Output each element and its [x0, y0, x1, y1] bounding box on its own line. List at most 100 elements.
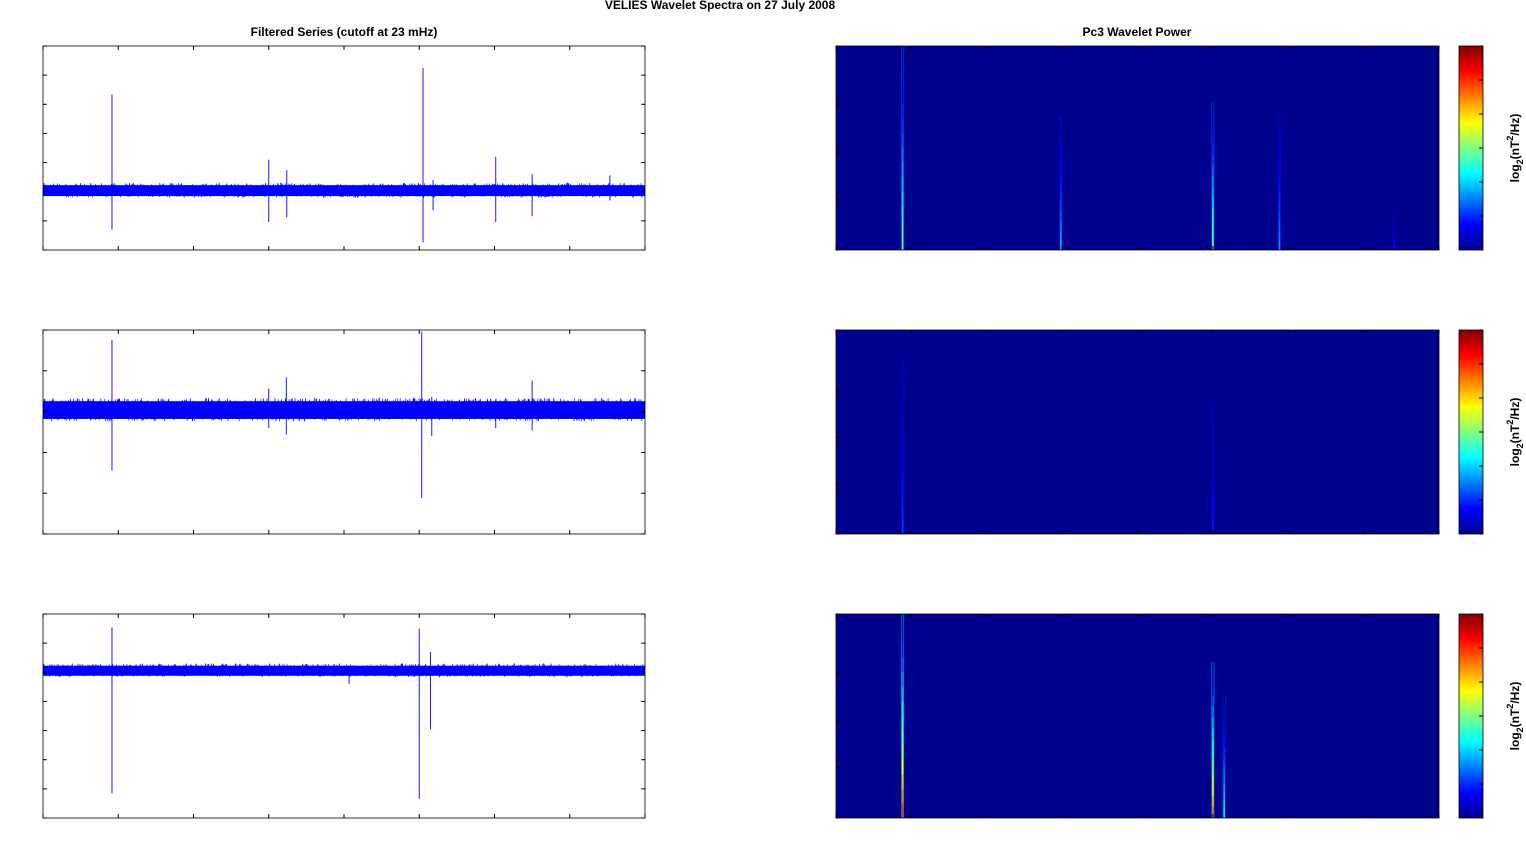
- power-event-cell: [1212, 239, 1214, 251]
- power-event-cell: [1278, 163, 1281, 174]
- figure-title: VELIES Wavelet Spectra on 27 July 2008: [605, 0, 836, 12]
- power-event-cell: [901, 657, 904, 673]
- power-event-cell: [901, 360, 904, 375]
- power-event-cell: [1278, 192, 1281, 203]
- noise-core: [43, 185, 645, 197]
- power-event-cell: [1223, 747, 1225, 757]
- power-event-cell: [1060, 201, 1062, 212]
- power-event-cell: [1278, 230, 1281, 241]
- power-event-cell: [1212, 806, 1214, 819]
- power-event-cell: [901, 220, 904, 236]
- power-event-cell: [1212, 728, 1214, 741]
- noise-core: [43, 401, 645, 419]
- power-event-cell: [1392, 244, 1395, 248]
- power-event-cell: [1392, 238, 1395, 242]
- power-event-cell: [1060, 230, 1062, 241]
- power-event-cell: [901, 628, 904, 644]
- power-event-cell: [1212, 662, 1214, 674]
- series-panel-y: [42, 329, 646, 535]
- power-event-cell: [1212, 133, 1214, 145]
- colorbar-label: log2(nT2/Hz): [1505, 682, 1525, 751]
- power-event-cell: [901, 60, 904, 76]
- power-event-cell: [1060, 124, 1062, 135]
- power-event-cell: [901, 453, 904, 468]
- power-event-cell: [1278, 172, 1281, 183]
- power-event-cell: [901, 672, 904, 688]
- power-event-cell: [1060, 143, 1062, 154]
- wavelet-panel-z: log2(nT2/Hz): [835, 613, 1525, 819]
- power-event-cell: [901, 118, 904, 134]
- power-event-cell: [901, 413, 904, 428]
- power-event-cell: [901, 493, 904, 508]
- power-event-cell: [901, 643, 904, 659]
- power-event-cell: [1212, 123, 1214, 135]
- power-event-cell: [1278, 134, 1281, 145]
- power-event-cell: [1212, 228, 1214, 240]
- power-event-cell: [901, 133, 904, 149]
- power-event-cell: [901, 803, 904, 819]
- power-event-cell: [1212, 218, 1214, 230]
- power-event-cell: [901, 716, 904, 731]
- plot-area: [43, 46, 645, 250]
- power-event-cell: [1212, 751, 1214, 763]
- power-event-cell: [1392, 235, 1395, 239]
- plot-area: [43, 330, 645, 534]
- power-event-cell: [1060, 240, 1062, 251]
- power-background: [836, 46, 1439, 250]
- power-event-cell: [901, 730, 904, 746]
- power-event-cell: [1278, 182, 1281, 193]
- power-event-cell: [1392, 229, 1395, 233]
- power-event-cell: [1212, 400, 1214, 412]
- power-event-cell: [901, 701, 904, 717]
- power-event-cell: [1212, 706, 1214, 719]
- power-event-cell: [1212, 175, 1214, 187]
- power-event-cell: [901, 427, 904, 441]
- power-event-cell: [1212, 795, 1214, 808]
- power-event-cell: [901, 191, 904, 207]
- power-event-cell: [1212, 478, 1214, 490]
- power-event-cell: [1278, 211, 1281, 222]
- power-event-cell: [1223, 738, 1225, 748]
- power-event-cell: [1060, 221, 1062, 231]
- noise-trace: [42, 662, 646, 679]
- power-event-cell: [1212, 444, 1214, 457]
- power-event-cell: [1212, 112, 1214, 124]
- power-event-cell: [1060, 134, 1062, 145]
- power-event-cell: [1060, 114, 1062, 125]
- power-event-cell: [901, 745, 904, 761]
- power-event-cell: [901, 89, 904, 105]
- power-event-cell: [1212, 684, 1214, 696]
- power-event-cell: [1212, 717, 1214, 730]
- power-event-cell: [1223, 756, 1225, 766]
- power-event-cell: [1278, 124, 1281, 135]
- power-event-cell: [1212, 411, 1214, 423]
- power-event-cell: [901, 467, 904, 481]
- colorbar-label: log2(nT2/Hz): [1505, 398, 1525, 467]
- power-event-cell: [1223, 809, 1225, 819]
- power-event-cell: [901, 162, 904, 178]
- power-event-cell: [1392, 223, 1395, 227]
- power-event-cell: [1278, 143, 1281, 154]
- power-event-cell: [1392, 214, 1395, 218]
- power-event-cell: [1223, 712, 1225, 722]
- power-event-cell: [1223, 773, 1225, 784]
- power-event-cell: [1212, 186, 1214, 198]
- plot-area: [43, 614, 645, 818]
- power-event-cell: [1212, 522, 1214, 535]
- power-event-cell: [1212, 511, 1214, 524]
- power-event-cell: [901, 104, 904, 120]
- power-event-cell: [1392, 232, 1395, 236]
- power-event-cell: [1212, 422, 1214, 435]
- power-event-cell: [1223, 800, 1225, 810]
- power-event-cell: [1278, 114, 1281, 125]
- power-event-cell: [1212, 144, 1214, 156]
- power-event-cell: [901, 148, 904, 163]
- power-event-cell: [1278, 201, 1281, 212]
- power-event-cell: [1212, 456, 1214, 468]
- colorbar-label: log2(nT2/Hz): [1505, 114, 1525, 183]
- power-event-cell: [1212, 489, 1214, 501]
- noise-core: [43, 665, 645, 676]
- power-event-cell: [901, 774, 904, 790]
- power-event-cell: [1212, 500, 1214, 513]
